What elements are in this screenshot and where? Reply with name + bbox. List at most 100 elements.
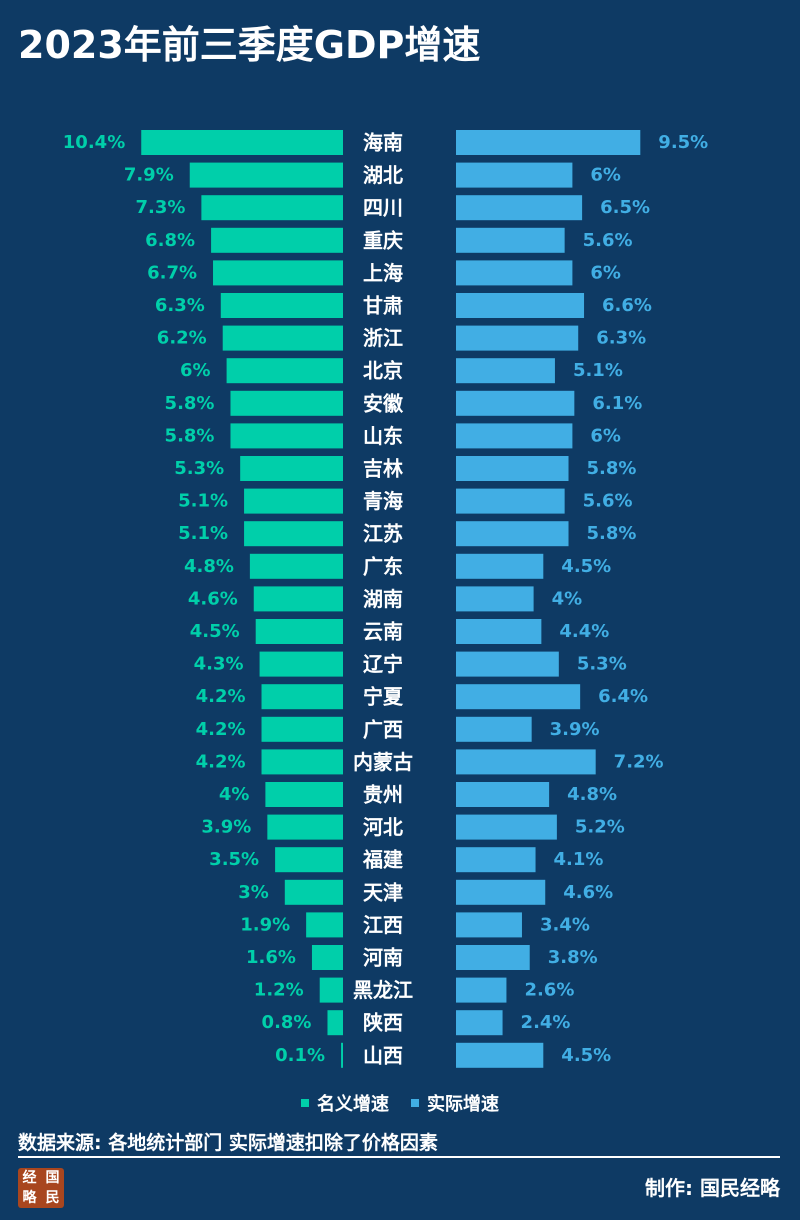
real-bar bbox=[456, 293, 585, 318]
province-label: 江西 bbox=[363, 913, 403, 937]
real-bar bbox=[456, 945, 530, 970]
real-value-label: 6% bbox=[590, 165, 621, 186]
real-bar bbox=[456, 553, 544, 579]
real-bar bbox=[456, 130, 641, 155]
real-value-label: 3.9% bbox=[550, 719, 600, 740]
real-value-label: 4% bbox=[552, 588, 583, 609]
real-bar bbox=[456, 423, 573, 449]
real-value-label: 4.8% bbox=[567, 784, 617, 805]
nominal-bar bbox=[230, 423, 343, 449]
real-bar bbox=[456, 456, 569, 481]
province-label: 辽宁 bbox=[363, 652, 403, 676]
real-value-label: 6.6% bbox=[602, 295, 652, 316]
logo-char: 民 bbox=[45, 1190, 60, 1206]
real-bar bbox=[456, 684, 581, 710]
nominal-bar bbox=[244, 488, 343, 514]
legend: 名义增速 实际增速 bbox=[0, 1090, 800, 1116]
nominal-value-label: 6.8% bbox=[145, 230, 195, 251]
nominal-value-label: 0.8% bbox=[262, 1012, 312, 1033]
nominal-value-label: 4.5% bbox=[190, 621, 240, 642]
nominal-bar bbox=[261, 716, 343, 742]
real-value-label: 5.8% bbox=[587, 458, 637, 479]
nominal-value-label: 10.4% bbox=[63, 132, 125, 153]
real-bar bbox=[456, 586, 534, 612]
nominal-bar bbox=[341, 1042, 343, 1068]
nominal-bar bbox=[141, 130, 343, 155]
province-label: 云南 bbox=[363, 620, 403, 644]
province-label: 宁夏 bbox=[363, 685, 404, 709]
nominal-bar bbox=[311, 945, 343, 970]
nominal-bar bbox=[244, 521, 343, 547]
nominal-value-label: 6% bbox=[180, 360, 211, 381]
nominal-value-label: 5.1% bbox=[178, 491, 228, 512]
real-value-label: 4.1% bbox=[554, 849, 604, 870]
nominal-value-label: 3% bbox=[238, 882, 269, 903]
province-label: 重庆 bbox=[363, 228, 403, 252]
real-value-label: 4.4% bbox=[559, 621, 609, 642]
real-value-label: 6.3% bbox=[596, 328, 646, 349]
logo-char: 国 bbox=[45, 1170, 60, 1186]
nominal-bar bbox=[189, 162, 343, 188]
real-bar bbox=[456, 814, 557, 840]
nominal-value-label: 1.6% bbox=[246, 947, 296, 968]
real-bar bbox=[456, 1042, 544, 1068]
legend-item-real: 实际增速 bbox=[411, 1090, 499, 1116]
nominal-value-label: 4.6% bbox=[188, 588, 238, 609]
nominal-bar bbox=[255, 619, 343, 644]
province-label: 浙江 bbox=[363, 326, 403, 350]
province-label: 湖南 bbox=[363, 587, 403, 611]
real-bar bbox=[456, 847, 536, 873]
real-value-label: 4.5% bbox=[561, 556, 611, 577]
real-bar bbox=[456, 782, 550, 807]
real-value-label: 5.2% bbox=[575, 817, 625, 838]
nominal-value-label: 5.3% bbox=[174, 458, 224, 479]
nominal-bar bbox=[220, 293, 343, 318]
nominal-value-label: 0.1% bbox=[275, 1045, 325, 1066]
nominal-value-label: 1.9% bbox=[240, 914, 290, 935]
real-value-label: 2.4% bbox=[521, 1012, 571, 1033]
nominal-value-label: 4.2% bbox=[196, 686, 246, 707]
nominal-value-label: 5.8% bbox=[165, 393, 215, 414]
logo-char: 经 bbox=[22, 1170, 37, 1186]
province-label: 山东 bbox=[363, 424, 403, 448]
nominal-bar bbox=[261, 749, 343, 775]
nominal-value-label: 4.2% bbox=[196, 751, 246, 772]
legend-label-real: 实际增速 bbox=[427, 1094, 499, 1115]
province-label: 内蒙古 bbox=[353, 750, 413, 774]
nominal-bar bbox=[306, 912, 343, 938]
logo-char: 略 bbox=[22, 1190, 37, 1206]
real-bar bbox=[456, 912, 522, 938]
real-value-label: 3.4% bbox=[540, 914, 590, 935]
nominal-bar bbox=[211, 227, 343, 253]
real-bar bbox=[456, 651, 559, 677]
province-label: 天津 bbox=[363, 880, 403, 904]
legend-swatch-real bbox=[411, 1099, 419, 1107]
nominal-value-label: 6.2% bbox=[157, 328, 207, 349]
real-bar bbox=[456, 716, 532, 742]
province-label: 福建 bbox=[362, 848, 403, 872]
nominal-bar bbox=[230, 390, 343, 416]
real-bar bbox=[456, 325, 579, 351]
real-bar bbox=[456, 977, 507, 1003]
real-value-label: 6% bbox=[590, 425, 621, 446]
nominal-value-label: 5.1% bbox=[178, 523, 228, 544]
real-value-label: 4.5% bbox=[561, 1045, 611, 1066]
real-value-label: 2.6% bbox=[524, 980, 574, 1001]
real-bar bbox=[456, 1010, 503, 1036]
province-label: 陕西 bbox=[363, 1011, 403, 1035]
nominal-bar bbox=[261, 684, 343, 710]
real-bar bbox=[456, 227, 565, 253]
province-label: 山西 bbox=[363, 1043, 403, 1067]
real-value-label: 6.1% bbox=[592, 393, 642, 414]
real-value-label: 3.8% bbox=[548, 947, 598, 968]
province-label: 黑龙江 bbox=[353, 978, 413, 1002]
nominal-value-label: 3.9% bbox=[201, 817, 251, 838]
province-label: 青海 bbox=[363, 489, 403, 513]
footer-divider bbox=[18, 1156, 780, 1158]
nominal-bar bbox=[327, 1010, 343, 1036]
real-value-label: 5.3% bbox=[577, 654, 627, 675]
nominal-bar bbox=[222, 325, 343, 351]
province-label: 江苏 bbox=[363, 522, 403, 546]
real-value-label: 6.5% bbox=[600, 197, 650, 218]
butterfly-bar-chart: 10.4% 海南 9.5% 7.9% 湖北 6% 7.3% 四川 6.5% 6.8% 重庆 5.6% 6… bbox=[63, 130, 708, 1068]
